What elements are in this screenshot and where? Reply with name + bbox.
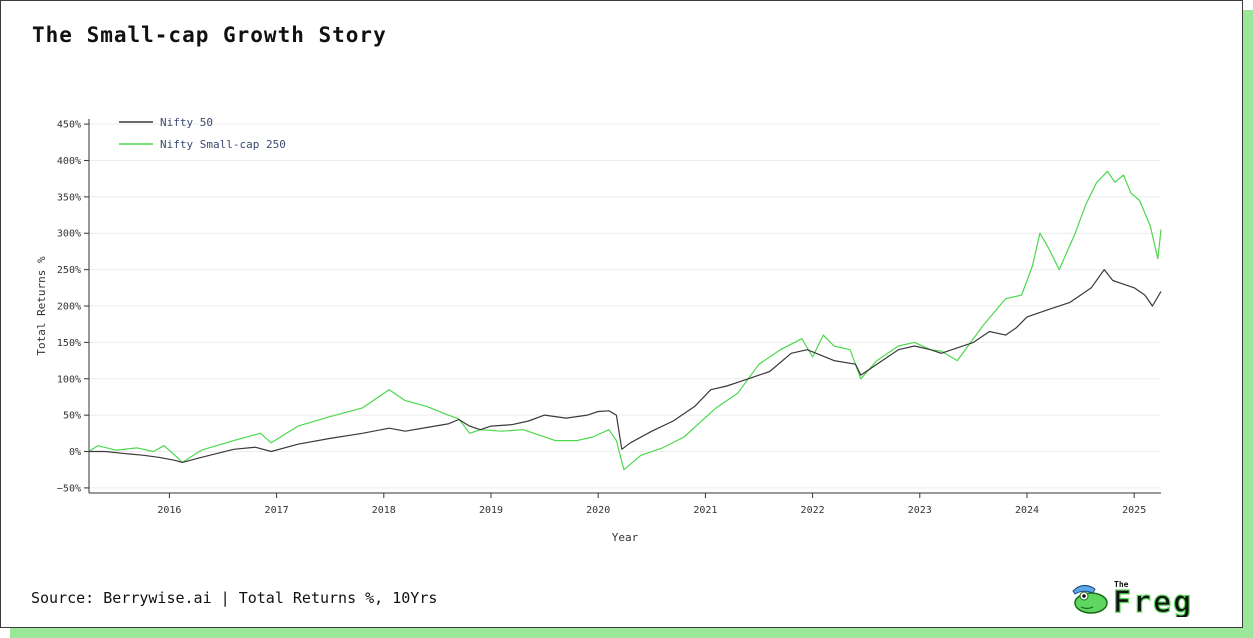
legend-label: Nifty Small-cap 250: [160, 138, 286, 151]
logo-small-text: The: [1114, 580, 1129, 589]
y-tick-label: 150%: [57, 338, 81, 349]
grid-lines: [89, 123, 1161, 489]
freg-logo: The Freg: [1072, 580, 1193, 617]
axes: −50% 0% 50% 100% 150% 200% 250% 300% 350% 400% 450…: [35, 119, 1161, 544]
y-tick-label: 0%: [69, 447, 81, 458]
y-tick-label: 50%: [63, 411, 81, 422]
y-tick-label: 100%: [57, 374, 81, 385]
series-lines: [88, 170, 1162, 471]
legend: Nifty 50 Nifty Small-cap 250: [119, 116, 286, 151]
y-tick-label: 450%: [57, 120, 81, 131]
x-tick-label: 2020: [586, 505, 610, 516]
frog-icon: [1072, 585, 1108, 614]
y-tick-label: 250%: [57, 265, 81, 276]
line-chart: −50% 0% 50% 100% 150% 200% 250% 300% 350% 400% 450…: [35, 116, 1162, 544]
x-tick-label: 2024: [1015, 505, 1039, 516]
x-tick-label: 2022: [801, 505, 825, 516]
source-note: Source: Berrywise.ai | Total Returns %, …: [31, 589, 438, 607]
x-tick-label: 2025: [1122, 505, 1146, 516]
x-axis-title: Year: [612, 531, 639, 544]
smallcap-line: [88, 170, 1162, 471]
y-tick-label: 300%: [57, 229, 81, 240]
x-tick-label: 2018: [372, 505, 396, 516]
legend-label: Nifty 50: [160, 116, 213, 129]
chart-card: The Small-cap Growth Story −50% 0% 50% 100%…: [0, 0, 1243, 628]
y-tick-label: 350%: [57, 192, 81, 203]
x-tick-label: 2016: [157, 505, 181, 516]
nifty50-line: [89, 269, 1162, 463]
y-axis-title: Total Returns %: [35, 256, 48, 356]
x-tick-label: 2019: [479, 505, 503, 516]
x-tick-label: 2023: [908, 505, 932, 516]
x-tick-label: 2017: [265, 505, 289, 516]
y-tick-label: 200%: [57, 302, 81, 313]
chart-title: The Small-cap Growth Story: [32, 23, 387, 47]
y-tick-label: 400%: [57, 156, 81, 167]
logo-big-text: Freg: [1113, 585, 1193, 617]
x-tick-label: 2021: [693, 505, 717, 516]
y-tick-label: −50%: [57, 483, 81, 494]
